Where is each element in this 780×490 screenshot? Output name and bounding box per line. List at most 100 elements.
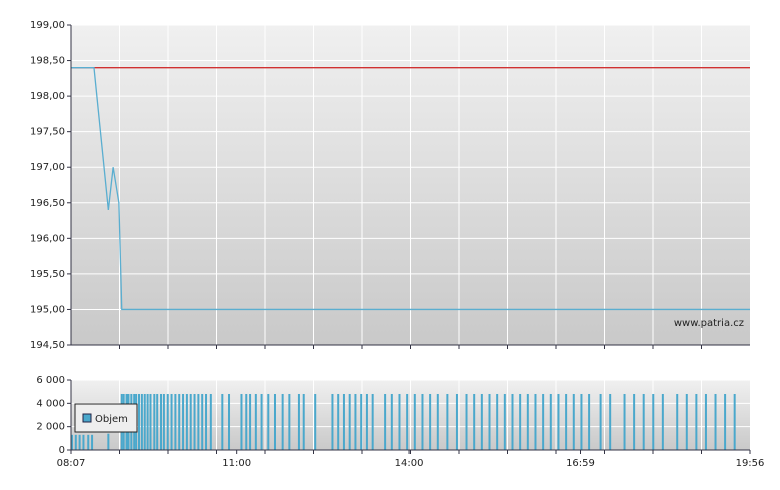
y-tick-label: 6 000 (36, 375, 65, 386)
bar (140, 394, 143, 450)
bar (465, 394, 468, 450)
x-tick-label: 11:00 (222, 458, 251, 469)
bar (70, 434, 73, 450)
bar (455, 394, 458, 450)
bar (273, 394, 276, 450)
bar (197, 394, 200, 450)
bar (519, 394, 522, 450)
bar (143, 394, 146, 450)
bar (107, 433, 110, 450)
bar (260, 394, 263, 450)
bar (166, 394, 169, 450)
bar (371, 394, 374, 450)
bar (623, 394, 626, 450)
bar (182, 394, 185, 450)
bar (413, 394, 416, 450)
bar (384, 394, 387, 450)
bar (221, 394, 224, 450)
y-tick-label: 196,50 (30, 198, 65, 209)
y-tick-label: 197,50 (30, 127, 65, 138)
bar (661, 394, 664, 450)
bar (185, 394, 188, 450)
bar (240, 394, 243, 450)
bar (297, 394, 300, 450)
bar (228, 394, 231, 450)
y-tick-label: 199,00 (30, 20, 65, 31)
bar (572, 394, 575, 450)
bar (446, 394, 449, 450)
bar (354, 394, 357, 450)
bar (205, 394, 208, 450)
bar (642, 394, 645, 450)
bar (695, 394, 698, 450)
bar (178, 394, 181, 450)
bar (137, 394, 140, 450)
bar (189, 394, 192, 450)
bar (201, 394, 204, 450)
bar (511, 394, 514, 450)
x-tick-label: 16:59 (566, 458, 595, 469)
bar (599, 394, 602, 450)
bar (267, 394, 270, 450)
y-tick-label: 196,00 (30, 233, 65, 244)
bar (488, 394, 491, 450)
bar (288, 394, 291, 450)
bar (254, 394, 257, 450)
y-tick-label: 198,50 (30, 56, 65, 67)
bar (331, 394, 334, 450)
bar (360, 394, 363, 450)
bar (542, 394, 545, 450)
bar (473, 394, 476, 450)
bar (390, 394, 393, 450)
watermark: www.patria.cz (674, 318, 744, 329)
bar (406, 394, 409, 450)
bar (609, 394, 612, 450)
bar (534, 394, 537, 450)
y-tick-label: 198,00 (30, 91, 65, 102)
bar (149, 394, 152, 450)
bar (348, 394, 351, 450)
bar (633, 394, 636, 450)
bar (174, 394, 177, 450)
bar (549, 394, 552, 450)
bar (429, 394, 432, 450)
bar (82, 434, 85, 450)
bar (170, 394, 173, 450)
bar (193, 394, 196, 450)
bar (160, 394, 163, 450)
bar (314, 394, 317, 450)
bar (78, 434, 81, 450)
bar (245, 394, 248, 450)
bar (724, 394, 727, 450)
y-tick-label: 195,00 (30, 304, 65, 315)
bar (337, 394, 340, 450)
x-tick-label: 14:00 (395, 458, 424, 469)
bar (209, 394, 212, 450)
bar (87, 434, 90, 450)
y-tick-label: 195,50 (30, 269, 65, 280)
legend-swatch (82, 413, 92, 423)
bar (146, 394, 149, 450)
bar (480, 394, 483, 450)
bar (733, 394, 736, 450)
bar (156, 394, 159, 450)
bar (685, 394, 688, 450)
bar (526, 394, 529, 450)
bar (162, 394, 165, 450)
y-tick-label: 4 000 (36, 398, 65, 409)
legend-label: Objem (95, 414, 128, 425)
bar (74, 434, 77, 450)
bar (557, 394, 560, 450)
bar (153, 394, 156, 450)
bar (704, 394, 707, 450)
y-tick-label: 197,00 (30, 162, 65, 173)
bar (652, 394, 655, 450)
bar (342, 394, 345, 450)
bar (91, 434, 94, 450)
bar (496, 394, 499, 450)
bar (676, 394, 679, 450)
x-tick-label: 08:07 (57, 458, 86, 469)
y-tick-label: 2 000 (36, 422, 65, 433)
bar (421, 394, 424, 450)
